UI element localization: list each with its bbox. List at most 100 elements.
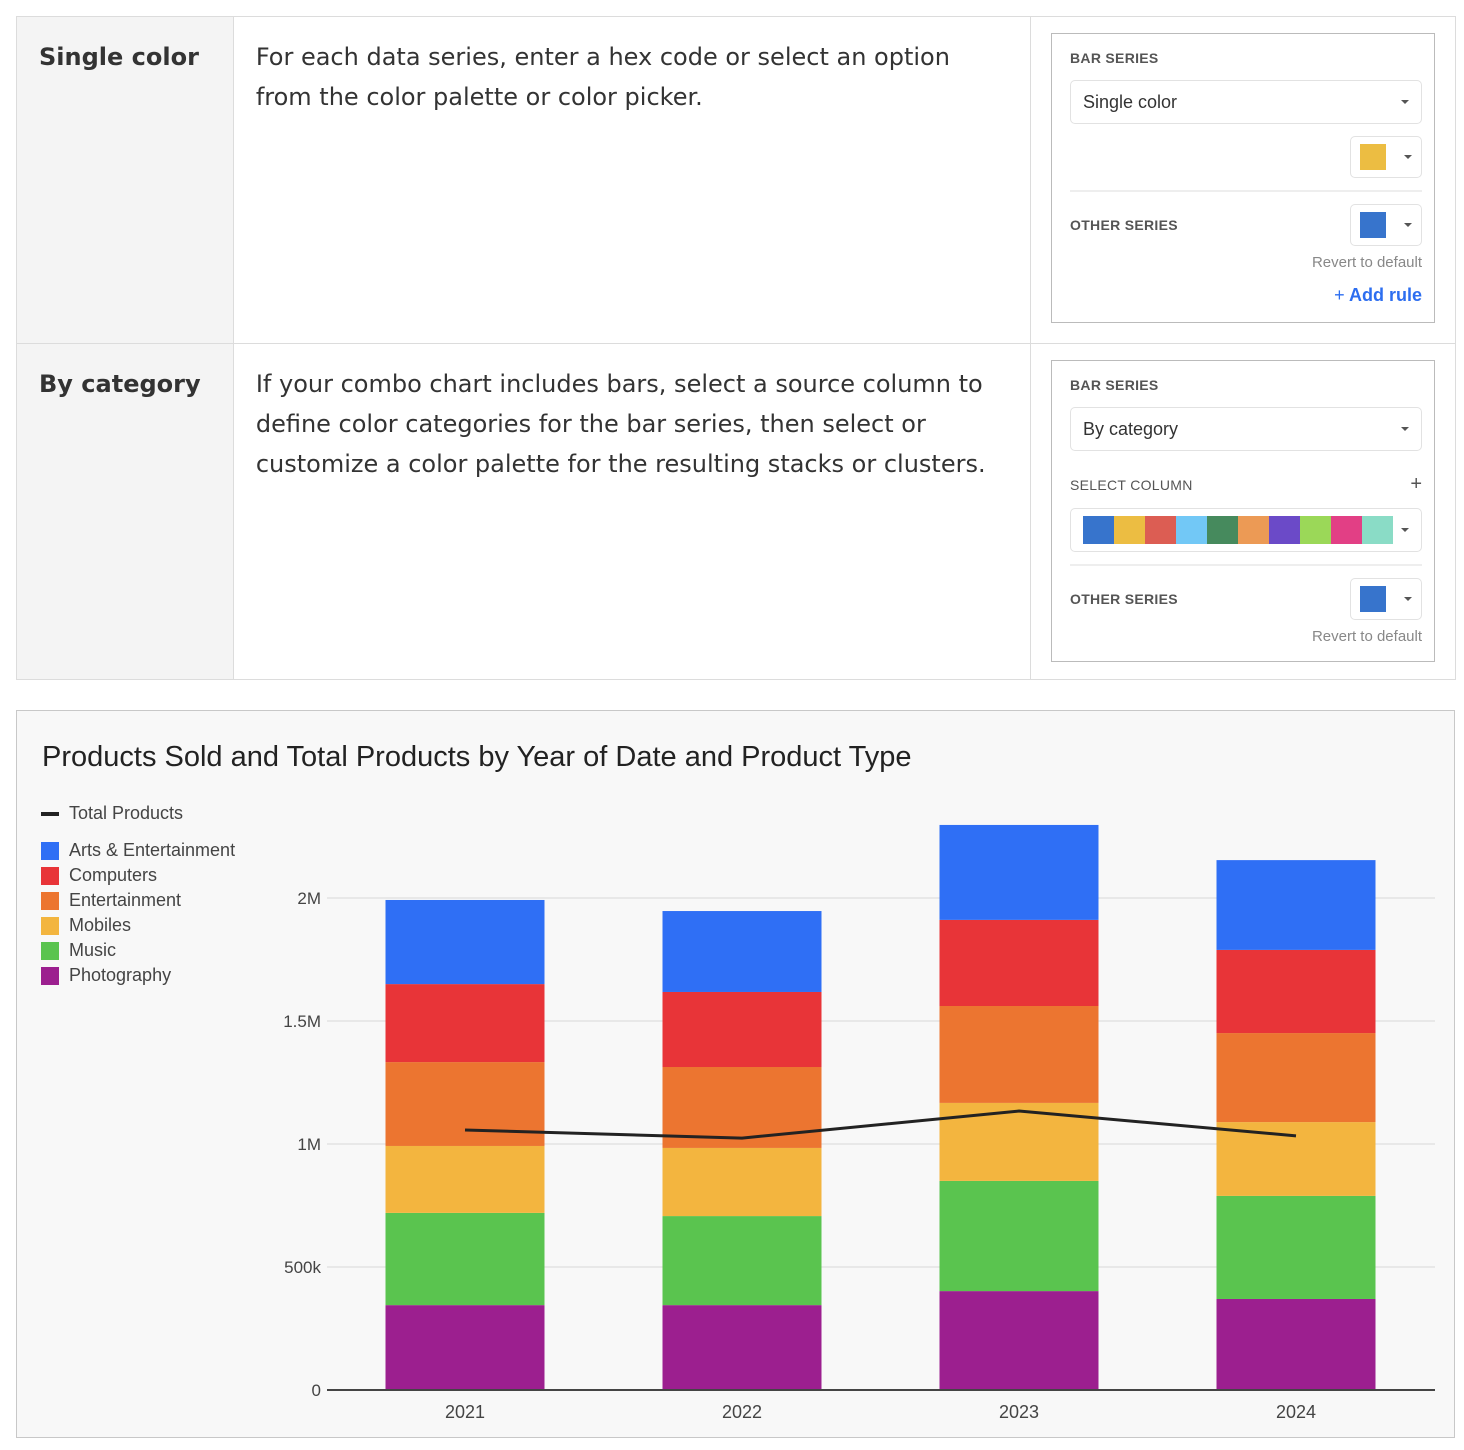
caret-down-icon [1404, 155, 1412, 159]
option-description: If your combo chart includes bars, selec… [232, 343, 1032, 680]
dropdown-value: By category [1083, 418, 1179, 439]
legend-item[interactable]: Entertainment [41, 888, 235, 913]
legend-label: Mobiles [69, 915, 132, 935]
other-series-color-picker[interactable] [1350, 578, 1422, 620]
legend-swatch [41, 966, 59, 985]
caret-down-icon [1401, 427, 1409, 431]
line-swatch [41, 811, 59, 816]
color-swatch [1360, 144, 1386, 170]
palette-color [1083, 516, 1114, 544]
bar-color-picker[interactable] [1350, 136, 1422, 178]
color-palette [1083, 516, 1393, 544]
y-tick-label: 0 [312, 1381, 321, 1400]
bar-segment-arts-entertainment [385, 899, 545, 985]
caret-down-icon [1404, 597, 1412, 601]
bar-segment-entertainment [662, 1067, 822, 1148]
table-row: Single color For each data series, enter… [16, 16, 1456, 344]
palette-color [1176, 516, 1207, 544]
palette-color [1238, 516, 1269, 544]
add-rule-button[interactable]: + Add rule [1070, 285, 1422, 306]
bar-series-label: BAR SERIES [1070, 50, 1159, 66]
bar-series-dropdown[interactable]: Single color [1070, 80, 1422, 124]
select-column-label: SELECT COLUMN [1070, 476, 1193, 493]
x-tick-label: 2021 [445, 1402, 485, 1422]
combo-chart: 0 500k 1M 1.5M 2M 2021 2022 2023 2024 Products S… [16, 710, 1455, 1438]
y-tick-label: 1.5M [283, 1012, 321, 1031]
bar-segment-music [1216, 1195, 1376, 1299]
palette-color [1300, 516, 1331, 544]
bar-segment-mobiles [662, 1147, 822, 1217]
legend-swatch [41, 891, 59, 910]
color-options-table: Single color For each data series, enter… [16, 16, 1456, 680]
bar-segment-entertainment [1216, 1033, 1376, 1123]
legend-item[interactable]: Computers [41, 863, 235, 888]
chart-title: Products Sold and Total Products by Year… [42, 741, 912, 773]
bar-series-dropdown[interactable]: By category [1070, 407, 1422, 451]
bar-segment-computers [662, 991, 822, 1068]
legend-item[interactable]: Photography [41, 963, 235, 988]
caret-down-icon [1404, 223, 1412, 227]
option-description: For each data series, enter a hex code o… [232, 16, 1032, 344]
bar-segment-photography [1216, 1298, 1376, 1390]
y-tick-label: 500k [284, 1258, 321, 1277]
revert-to-default-link[interactable]: Revert to default [1311, 628, 1422, 645]
x-tick-label: 2024 [1276, 1402, 1316, 1422]
chart-plot: 0 500k 1M 1.5M 2M 2021 2022 2023 2024 [283, 824, 1435, 1422]
bar-segment-mobiles [1216, 1122, 1376, 1196]
bar-segment-music [939, 1180, 1099, 1292]
legend-item[interactable]: Mobiles [41, 913, 235, 938]
table-row: By category If your combo chart includes… [16, 343, 1456, 680]
legend-label: Computers [69, 865, 158, 885]
legend-item[interactable]: Arts & Entertainment [41, 838, 235, 863]
bar-segment-photography [385, 1305, 545, 1390]
color-swatch [1360, 586, 1386, 612]
palette-color [1145, 516, 1176, 544]
legend-label: Entertainment [69, 890, 182, 910]
legend-label: Music [69, 940, 117, 960]
bar-segment-arts-entertainment [1216, 860, 1376, 950]
x-tick-label: 2023 [999, 1402, 1039, 1422]
add-rule-label: Add rule [1348, 285, 1422, 305]
other-series-label: OTHER SERIES [1070, 591, 1178, 607]
revert-to-default-link[interactable]: Revert to default [1311, 254, 1422, 271]
bar-series-label: BAR SERIES [1070, 377, 1159, 393]
bar-segment-photography [939, 1291, 1099, 1390]
palette-dropdown[interactable] [1070, 508, 1422, 552]
y-tick-label: 1M [297, 1135, 321, 1154]
legend-item[interactable]: Music [41, 938, 235, 963]
dropdown-value: Single color [1083, 91, 1178, 112]
palette-color [1207, 516, 1238, 544]
legend-label: Arts & Entertainment [69, 840, 236, 860]
chart-legend: Total Products Arts & Entertainment Compu… [41, 801, 235, 988]
legend-swatch [41, 841, 59, 860]
bar-segment-music [662, 1216, 822, 1306]
option-name: Single color [16, 16, 234, 344]
caret-down-icon [1401, 100, 1409, 104]
palette-color [1331, 516, 1362, 544]
color-swatch [1360, 212, 1386, 238]
x-tick-label: 2022 [722, 1402, 762, 1422]
bar-segment-entertainment [939, 1005, 1099, 1103]
other-series-label: OTHER SERIES [1070, 217, 1178, 233]
legend-swatch [41, 916, 59, 935]
bar-segment-music [385, 1212, 545, 1306]
plus-icon[interactable]: + [1410, 473, 1422, 495]
legend-item-total-products[interactable]: Total Products [41, 801, 235, 826]
bar-segment-computers [385, 984, 545, 1063]
caret-down-icon [1401, 528, 1409, 532]
bar-segment-photography [662, 1305, 822, 1390]
bar-segment-entertainment [385, 1062, 545, 1146]
legend-swatch [41, 866, 59, 885]
other-series-color-picker[interactable] [1350, 204, 1422, 246]
legend-label: Photography [69, 965, 172, 985]
bar-segment-computers [939, 919, 1099, 1006]
legend-label: Total Products [69, 803, 184, 823]
divider [1070, 564, 1422, 566]
bar-segment-mobiles [385, 1145, 545, 1213]
legend-swatch [41, 941, 59, 960]
total-products-line [464, 1109, 1297, 1140]
divider [1070, 190, 1422, 192]
bar-segment-arts-entertainment [662, 911, 822, 992]
plus-icon: + [1334, 285, 1345, 305]
single-color-panel: BAR SERIES Single color OTHER SERIES Rev… [1051, 33, 1435, 323]
